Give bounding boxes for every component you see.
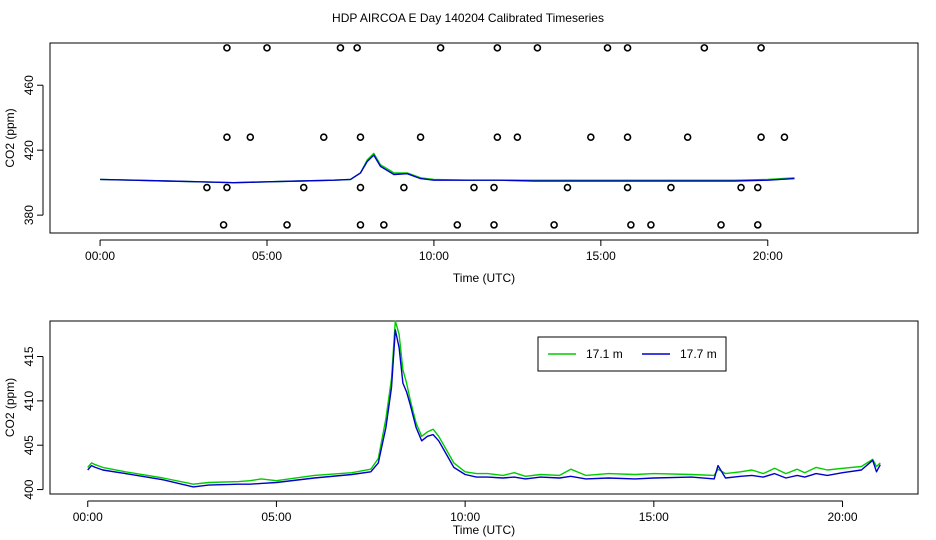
top-scatter-point [436,44,445,52]
top-plot-frame [49,42,919,234]
top-scatter-point [563,183,572,192]
top-scatter-point [667,183,675,192]
top-scatter-point [453,221,462,229]
top-scatter-point [647,221,655,229]
top-scatter-point [356,133,365,141]
bottom-x-tick-label: 10:00 [450,510,480,524]
top-x-tick-label: 10:00 [419,249,449,263]
top-scatter-point [470,183,478,192]
top-y-tick-label: 380 [22,205,36,225]
bottom-x-axis-label: Time (UTC) [453,523,515,537]
top-series-line-171m [100,152,795,184]
top-scatter-point [623,44,632,52]
top-scatter-point [299,183,308,192]
bottom-y-tick-label: 415 [22,346,36,366]
bottom-x-tick-label: 05:00 [261,510,291,524]
top-scatter-point [513,133,522,141]
bottom-panel: 00:00 05:00 10:00 15:00 20:00 Time (UTC) 400 40… [3,320,919,537]
top-scatter-point [757,44,765,52]
top-scatter-point [753,221,762,229]
top-scatter-point [700,44,709,52]
top-scatter-point [493,133,502,141]
top-scatter-point [223,183,231,192]
top-scatter-point [336,44,345,52]
top-scatter-point [416,133,425,141]
top-scatter-point [623,133,632,141]
legend-label: 17.1 m [586,347,623,361]
top-scatter-point [683,133,692,141]
top-scatter-point [223,44,231,52]
top-scatter-point [223,133,231,141]
top-scatter-point [283,221,291,229]
bottom-y-tick-label: 400 [22,479,36,499]
top-scatter-point [319,133,328,141]
top-scatter-point [753,183,762,192]
legend-label: 17.7 m [680,347,717,361]
top-scatter-point [356,183,365,192]
top-x-tick-label: 00:00 [85,249,115,263]
top-scatter-point [550,221,558,229]
top-scatter-point [627,221,635,229]
top-series-line-177m [100,154,795,184]
top-scatter-point [263,44,271,52]
top-y-axis-label: CO2 (ppm) [3,108,17,167]
top-scatter-point [400,183,408,192]
bottom-plot-frame [49,320,919,495]
top-x-tick-label: 15:00 [586,249,616,263]
top-scatter-point [757,133,765,141]
top-y-tick-label: 420 [22,140,36,160]
top-scatter-point [493,44,502,52]
bottom-series-line-171m [87,320,881,485]
top-x-axis-label: Time (UTC) [453,271,515,285]
top-scatter-point [490,183,498,192]
bottom-x-tick-label: 00:00 [73,510,103,524]
top-scatter-point [490,221,498,229]
top-scatter-point [717,221,725,229]
top-scatter-point [623,183,632,192]
top-scatter-point [203,183,211,192]
bottom-x-tick-label: 20:00 [828,510,858,524]
top-panel: 00:00 05:00 10:00 15:00 20:00 Time (UTC) 380 42… [3,42,919,285]
top-scatter-point [380,221,388,229]
bottom-x-tick-label: 15:00 [639,510,669,524]
bottom-series-line-177m [87,329,881,488]
top-scatter-point [219,221,228,229]
bottom-y-tick-label: 405 [22,435,36,455]
top-scatter-point [780,133,789,141]
top-scatter-point [603,44,612,52]
top-scatter-point [737,183,745,192]
top-scatter-point [353,44,361,52]
top-scatter-point [356,221,365,229]
top-x-tick-label: 20:00 [753,249,783,263]
bottom-y-tick-label: 410 [22,391,36,411]
top-scatter-point [246,133,255,141]
bottom-y-axis-label: CO2 (ppm) [3,378,17,437]
top-y-tick-label: 460 [22,75,36,95]
top-scatter-point [587,133,595,141]
chart-title: HDP AIRCOA E Day 140204 Calibrated Times… [332,11,604,25]
top-scatter-point [533,44,542,52]
top-x-tick-label: 05:00 [252,249,282,263]
